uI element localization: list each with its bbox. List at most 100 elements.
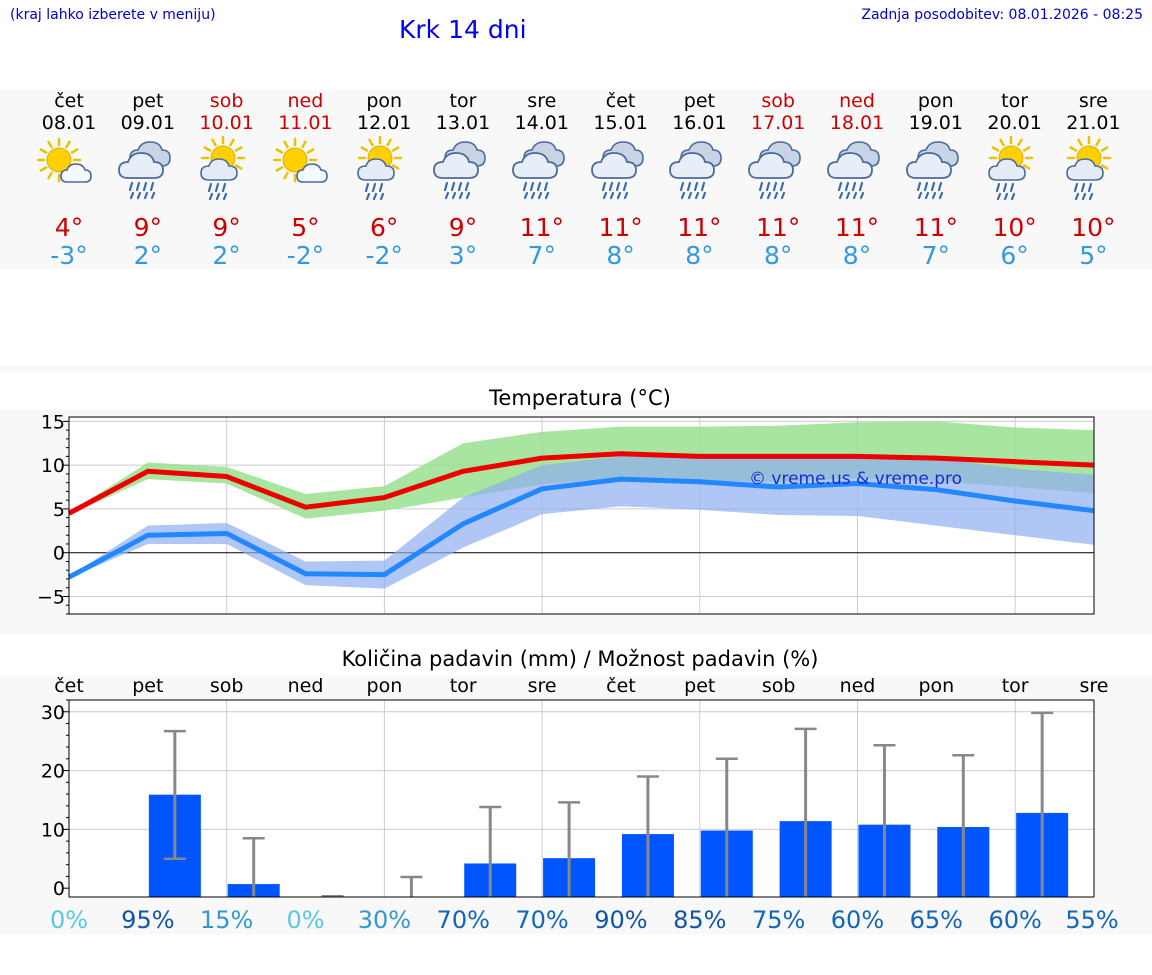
separator-band bbox=[0, 366, 1152, 372]
weather-icon-wrap bbox=[344, 134, 424, 202]
precip-chance: 30% bbox=[358, 906, 411, 934]
min-temp: 8° bbox=[685, 241, 714, 270]
weather-icon-wrap bbox=[738, 134, 818, 202]
weather-icon-wrap bbox=[659, 134, 739, 202]
rain-cloud-icon bbox=[590, 141, 644, 200]
day-date: 16.01 bbox=[672, 112, 727, 134]
max-temp: 5° bbox=[291, 213, 320, 242]
day-name: pon bbox=[366, 90, 403, 112]
weather-icon-wrap bbox=[502, 134, 582, 202]
precip-chance: 0% bbox=[50, 906, 88, 934]
day-date: 08.01 bbox=[41, 112, 97, 134]
day-column: tor 20.01 10° 6° bbox=[975, 90, 1055, 270]
min-temp: 7° bbox=[921, 241, 950, 270]
day-name: sre bbox=[1078, 90, 1108, 112]
weather-icon-wrap bbox=[817, 134, 897, 202]
weather-icon-wrap bbox=[187, 134, 267, 202]
day-date: 18.01 bbox=[829, 112, 885, 134]
sun-rain-icon bbox=[1066, 136, 1112, 200]
min-temp: 3° bbox=[448, 241, 478, 270]
x-category-label: sob bbox=[762, 676, 796, 697]
y-tick-label: 0 bbox=[53, 543, 65, 565]
x-category-label: pet bbox=[132, 676, 163, 697]
x-category-label: čet bbox=[54, 676, 84, 697]
y-tick-label: 30 bbox=[41, 702, 65, 724]
max-temp: 4° bbox=[54, 213, 84, 242]
weather-icon-wrap bbox=[29, 134, 109, 202]
day-column: pet 16.01 11° 8° bbox=[659, 90, 739, 270]
min-temp: -2° bbox=[365, 241, 403, 270]
max-temp-line bbox=[67, 451, 1095, 516]
day-name: pon bbox=[917, 90, 954, 112]
day-name: sob bbox=[761, 90, 795, 112]
y-tick-label: 10 bbox=[41, 819, 65, 841]
weather-icon-wrap bbox=[1053, 134, 1133, 202]
day-name: čet bbox=[54, 90, 84, 112]
precip-chance: 70% bbox=[437, 906, 490, 934]
day-column: pon 12.01 6° -2° bbox=[344, 90, 424, 270]
precip-chance: 85% bbox=[673, 906, 726, 934]
rain-cloud-icon bbox=[669, 141, 723, 200]
max-temp: 11° bbox=[756, 213, 801, 242]
day-date: 13.01 bbox=[435, 112, 491, 134]
max-temp: 11° bbox=[519, 213, 564, 242]
watermark: © vreme.us & vreme.pro bbox=[749, 469, 962, 489]
day-column: sob 17.01 11° 8° bbox=[738, 90, 818, 270]
y-tick-label: 0 bbox=[53, 878, 65, 900]
day-column: sre 21.01 10° 5° bbox=[1053, 90, 1133, 270]
precipitation-chart-title: Količina padavin (mm) / Možnost padavin … bbox=[341, 647, 819, 671]
max-temp: 9° bbox=[212, 213, 241, 242]
precipitation-chart: 30 20 10 0 čet pet sob ned pon tor sre čet pet sob ned… bbox=[41, 676, 1119, 934]
x-category-label: ned bbox=[840, 676, 876, 697]
day-column: sob 10.01 9° 2° bbox=[187, 90, 267, 270]
precip-chance: 60% bbox=[831, 906, 884, 934]
day-name: sre bbox=[527, 90, 557, 112]
rain-cloud-icon bbox=[433, 141, 486, 200]
day-name: pet bbox=[683, 90, 715, 112]
y-tick-label: 20 bbox=[41, 761, 65, 783]
day-name: pet bbox=[132, 90, 164, 112]
day-column: čet 15.01 11° 8° bbox=[581, 90, 661, 270]
sun-cloud-icon bbox=[37, 137, 92, 183]
x-category-label: sre bbox=[528, 676, 557, 697]
weather-icon-wrap bbox=[975, 134, 1055, 202]
rain-cloud-icon bbox=[117, 141, 171, 200]
page-title: Krk 14 dni bbox=[399, 15, 527, 44]
rain-cloud-icon bbox=[511, 141, 565, 200]
min-temp: 8° bbox=[606, 241, 635, 270]
sun-rain-icon bbox=[987, 136, 1033, 200]
location-hint: (kraj lahko izberete v meniju) bbox=[10, 7, 216, 23]
day-date: 19.01 bbox=[908, 112, 963, 134]
x-category-label: sre bbox=[1080, 676, 1109, 697]
x-category-label: čet bbox=[606, 676, 636, 697]
weather-icon-wrap bbox=[896, 134, 976, 202]
day-date: 10.01 bbox=[199, 112, 254, 134]
min-temp: 7° bbox=[527, 241, 556, 270]
day-name: ned bbox=[287, 90, 324, 112]
precip-chance: 90% bbox=[594, 906, 647, 934]
sun-rain-icon bbox=[357, 136, 403, 200]
day-date: 12.01 bbox=[356, 112, 412, 134]
min-temp: -2° bbox=[286, 241, 325, 270]
precip-chance: 70% bbox=[515, 906, 568, 934]
min-temp: 6° bbox=[1000, 241, 1029, 270]
day-date: 09.01 bbox=[120, 112, 175, 134]
max-temp: 6° bbox=[369, 213, 399, 242]
y-tick-label: 10 bbox=[41, 455, 65, 477]
min-temp: 2° bbox=[133, 241, 162, 270]
day-name: tor bbox=[449, 90, 477, 112]
y-tick-label: 15 bbox=[41, 411, 65, 433]
day-column: tor 13.01 9° 3° bbox=[423, 90, 503, 270]
min-temp: 8° bbox=[763, 241, 793, 270]
min-temp-line bbox=[67, 476, 1095, 580]
day-date: 17.01 bbox=[750, 112, 806, 134]
max-temp: 9° bbox=[448, 213, 478, 242]
day-column: ned 18.01 11° 8° bbox=[817, 90, 897, 270]
min-temp: 8° bbox=[842, 241, 872, 270]
day-date: 14.01 bbox=[514, 112, 569, 134]
rain-cloud-icon bbox=[905, 141, 959, 200]
max-temp: 10° bbox=[1071, 213, 1116, 242]
precip-chance: 65% bbox=[910, 906, 963, 934]
precip-chance: 55% bbox=[1065, 906, 1118, 934]
x-category-label: tor bbox=[450, 676, 477, 697]
